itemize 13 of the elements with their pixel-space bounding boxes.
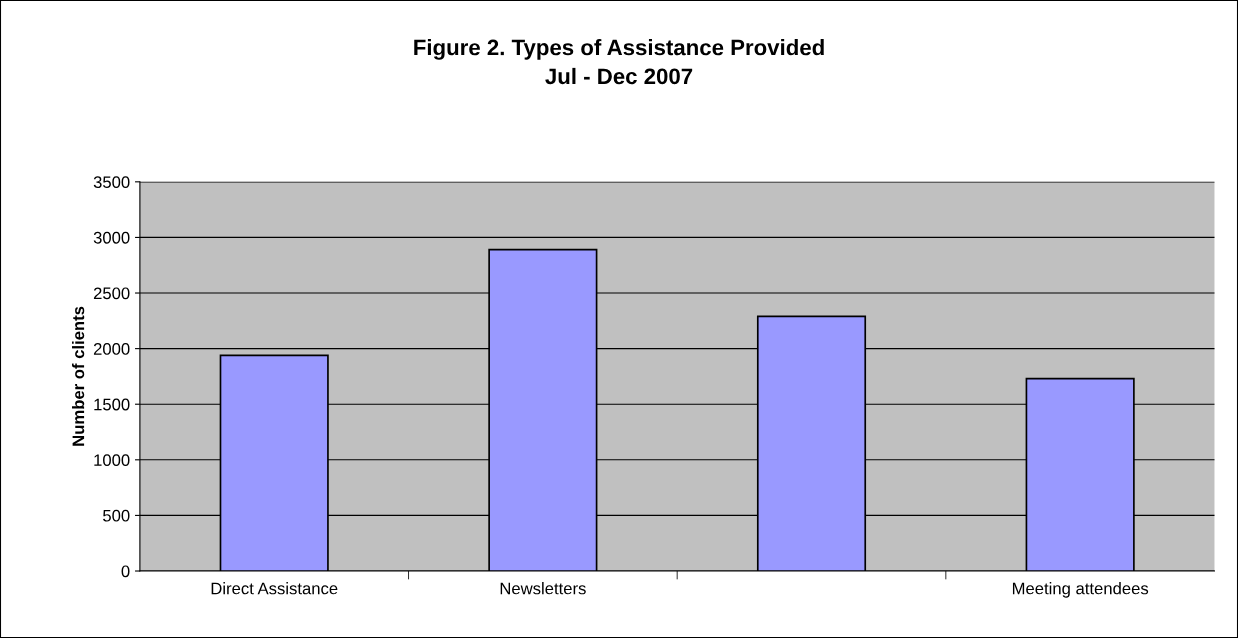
y-tick-label: 0 [121, 565, 130, 578]
y-tick-label: 3000 [93, 231, 130, 244]
x-tick-label: Newsletters [500, 582, 586, 595]
y-tick-label: 1000 [94, 454, 130, 467]
x-tick-label: Meeting attendees [1012, 582, 1149, 598]
y-tick-label: 3500 [93, 176, 130, 189]
y-tick-label: 2500 [93, 287, 130, 300]
y-tick-label: 1500 [94, 398, 130, 411]
y-tick-label: 500 [103, 509, 130, 522]
y-tick-label: 2000 [93, 343, 130, 355]
chart-title: Figure 2. Types of Assistance Provided Jul - Dec 2007 [414, 39, 824, 85]
y-axis-title: Number of clients [72, 306, 85, 446]
x-tick-label: Direct Assistance [211, 582, 338, 595]
